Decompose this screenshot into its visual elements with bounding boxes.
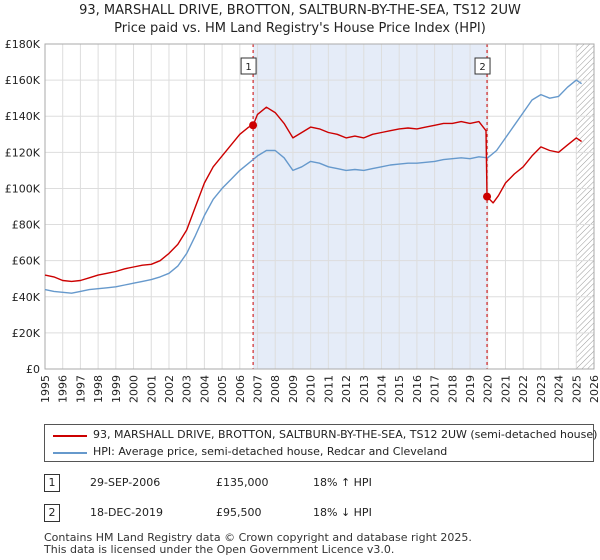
x-tick-label: 2017: [429, 375, 442, 403]
y-tick-label: £180K: [5, 38, 41, 51]
transaction-price: £135,000: [216, 476, 269, 489]
x-tick-label: 2001: [145, 375, 158, 403]
x-tick-label: 2023: [535, 375, 548, 403]
transaction-price: £95,500: [216, 506, 262, 519]
footer-copyright: Contains HM Land Registry data © Crown c…: [44, 531, 472, 544]
x-tick-label: 2003: [181, 375, 194, 403]
x-tick-label: 2011: [322, 375, 335, 403]
x-tick-label: 1995: [39, 375, 52, 403]
y-tick-label: £60K: [12, 255, 41, 268]
x-tick-label: 2015: [393, 375, 406, 403]
legend-label-hpi: HPI: Average price, semi-detached house,…: [93, 445, 448, 458]
sale-point: [249, 121, 258, 130]
x-tick-label: 2019: [464, 375, 477, 403]
transaction-hpi-delta: 18% ↑ HPI: [313, 476, 372, 489]
x-tick-label: 2020: [482, 375, 495, 403]
x-tick-label: 2006: [234, 375, 247, 403]
x-tick-label: 2009: [287, 375, 300, 403]
legend: 93, MARSHALL DRIVE, BROTTON, SALTBURN-BY…: [44, 424, 598, 462]
x-tick-label: 2021: [499, 375, 512, 403]
x-tick-label: 2005: [216, 375, 229, 403]
chart-subtitle: Price paid vs. HM Land Registry's House …: [114, 21, 486, 36]
sale-marker-box: [474, 57, 491, 75]
plot-frame: [44, 43, 595, 370]
x-tick-label: 2012: [340, 375, 353, 403]
chart-title: 93, MARSHALL DRIVE, BROTTON, SALTBURN-BY…: [79, 3, 521, 18]
sale-point: [483, 192, 492, 201]
x-tick-label: 1997: [74, 375, 87, 403]
y-tick-label: £20K: [12, 327, 41, 340]
x-tick-label: 2014: [375, 375, 388, 403]
transaction-hpi-delta: 18% ↓ HPI: [313, 506, 372, 519]
series-line-hpi: [44, 79, 582, 294]
x-tick-label: 2007: [252, 375, 265, 403]
future-hatch: [576, 44, 594, 369]
y-tick-label: £100K: [5, 182, 41, 195]
footer-license: This data is licensed under the Open Gov…: [44, 543, 395, 556]
x-tick-label: 2010: [305, 375, 318, 403]
y-tick-label: £120K: [5, 146, 41, 159]
series-line-property: [44, 106, 582, 283]
sale-marker-label: 1: [245, 62, 251, 73]
x-tick-label: 1998: [92, 375, 105, 403]
x-tick-label: 2026: [588, 375, 600, 403]
chart-area: £0 £20K £40K £60K £80K £100K £120K £140K £160K £1…: [5, 38, 600, 403]
x-tick-label: 2025: [570, 375, 583, 403]
transaction-badge: 1: [44, 474, 60, 492]
y-tick-label: £0: [26, 363, 40, 376]
sale-marker-box: [240, 57, 257, 75]
x-tick-label: 2004: [198, 375, 211, 403]
y-tick-label: £80K: [12, 219, 41, 232]
y-tick-label: £140K: [5, 110, 41, 123]
x-tick-label: 1999: [110, 375, 123, 403]
x-tick-label: 2002: [163, 375, 176, 403]
y-tick-label: £160K: [5, 74, 41, 87]
transaction-date: 18-DEC-2019: [90, 506, 164, 519]
y-tick-label: £40K: [12, 291, 41, 304]
x-tick-label: 2024: [553, 375, 566, 403]
legend-label-property: 93, MARSHALL DRIVE, BROTTON, SALTBURN-BY…: [93, 428, 598, 441]
footer: Contains HM Land Registry data © Crown c…: [44, 532, 472, 556]
x-tick-label: 2013: [358, 375, 371, 403]
sale-marker-label: 2: [479, 62, 485, 73]
x-tick-label: 2008: [269, 375, 282, 403]
transaction-date: 29-SEP-2006: [90, 476, 161, 489]
x-tick-label: 2022: [517, 375, 530, 403]
x-tick-label: 1996: [57, 375, 70, 403]
highlight-band: [253, 44, 488, 369]
x-tick-label: 2000: [128, 375, 141, 403]
legend-swatch-property: [53, 435, 87, 437]
x-tick-label: 2018: [446, 375, 459, 403]
legend-swatch-hpi: [53, 452, 87, 454]
x-tick-label: 2016: [411, 375, 424, 403]
transaction-badge: 2: [44, 504, 60, 522]
